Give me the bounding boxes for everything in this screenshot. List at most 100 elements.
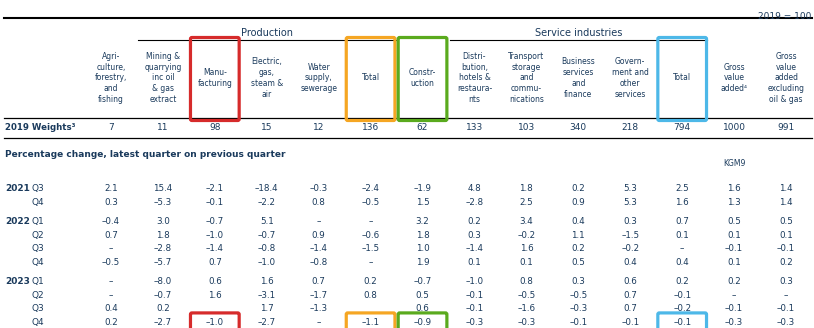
Text: –: – — [317, 217, 321, 226]
Text: 1.0: 1.0 — [416, 244, 430, 253]
Text: –0.1: –0.1 — [777, 244, 795, 253]
Text: 1.6: 1.6 — [519, 244, 533, 253]
Text: 0.3: 0.3 — [624, 217, 637, 226]
Text: 0.1: 0.1 — [467, 258, 481, 267]
Text: 0.2: 0.2 — [104, 318, 118, 327]
Text: –3.1: –3.1 — [258, 291, 276, 300]
Text: Distri-
bution,
hotels &
restaura-
nts: Distri- bution, hotels & restaura- nts — [457, 52, 492, 104]
Text: –0.7: –0.7 — [206, 217, 224, 226]
Text: 62: 62 — [417, 124, 428, 133]
Text: –8.0: –8.0 — [154, 277, 172, 286]
Text: Service industries: Service industries — [535, 28, 622, 38]
Text: –1.0: –1.0 — [258, 258, 276, 267]
Text: –2.1: –2.1 — [206, 184, 224, 193]
Text: Total: Total — [673, 73, 691, 83]
Text: –: – — [109, 244, 113, 253]
Text: –2.2: –2.2 — [258, 198, 276, 207]
Text: 2023: 2023 — [5, 277, 30, 286]
Text: 2019 = 100: 2019 = 100 — [758, 12, 811, 21]
Text: Business
services
and
finance: Business services and finance — [562, 57, 595, 99]
Text: 0.1: 0.1 — [727, 258, 741, 267]
Text: 0.5: 0.5 — [416, 291, 430, 300]
Text: 0.7: 0.7 — [624, 291, 637, 300]
Text: Gross
value
added
excluding
oil & gas: Gross value added excluding oil & gas — [768, 52, 804, 104]
Text: –0.3: –0.3 — [466, 318, 484, 327]
Text: Q4: Q4 — [32, 198, 45, 207]
Text: –0.1: –0.1 — [466, 304, 484, 313]
Text: –: – — [109, 277, 113, 286]
Text: 2.1: 2.1 — [104, 184, 118, 193]
Text: Agri-
culture,
forestry,
and
fishing: Agri- culture, forestry, and fishing — [94, 52, 127, 104]
Text: Manu-
facturing: Manu- facturing — [197, 68, 232, 88]
Text: –1.6: –1.6 — [518, 304, 536, 313]
Text: 1.5: 1.5 — [416, 198, 430, 207]
Text: –0.1: –0.1 — [673, 291, 691, 300]
Text: –2.8: –2.8 — [154, 244, 172, 253]
Text: 1.9: 1.9 — [416, 258, 429, 267]
Text: 0.1: 0.1 — [779, 231, 793, 240]
Text: 0.7: 0.7 — [104, 231, 118, 240]
Text: –: – — [109, 291, 113, 300]
Text: KGM9: KGM9 — [723, 159, 746, 168]
Text: –0.7: –0.7 — [154, 291, 172, 300]
Text: 794: 794 — [674, 124, 691, 133]
Text: 0.2: 0.2 — [676, 277, 689, 286]
Text: Transport
storage
and
commu-
nications: Transport storage and commu- nications — [508, 52, 545, 104]
Text: 2.5: 2.5 — [676, 184, 689, 193]
Text: Govern-
ment and
other
services: Govern- ment and other services — [612, 57, 649, 99]
Text: 0.2: 0.2 — [727, 277, 741, 286]
Text: 0.2: 0.2 — [467, 217, 481, 226]
Text: 0.2: 0.2 — [364, 277, 378, 286]
Text: 0.7: 0.7 — [312, 277, 326, 286]
Text: 133: 133 — [466, 124, 483, 133]
Text: –0.1: –0.1 — [569, 318, 588, 327]
Text: –0.1: –0.1 — [777, 304, 795, 313]
Text: 0.2: 0.2 — [779, 258, 793, 267]
Text: –0.4: –0.4 — [102, 217, 120, 226]
Text: 3.2: 3.2 — [416, 217, 430, 226]
Text: 0.4: 0.4 — [624, 258, 637, 267]
Text: Q3: Q3 — [32, 304, 45, 313]
Text: 1.8: 1.8 — [519, 184, 533, 193]
Text: 2022: 2022 — [5, 217, 30, 226]
Text: –0.7: –0.7 — [257, 231, 276, 240]
Text: 98: 98 — [209, 124, 221, 133]
Text: 1.4: 1.4 — [779, 198, 793, 207]
Text: 1.8: 1.8 — [416, 231, 430, 240]
Text: 0.2: 0.2 — [156, 304, 170, 313]
Text: –0.9: –0.9 — [414, 318, 431, 327]
Text: –0.3: –0.3 — [777, 318, 795, 327]
Text: –1.5: –1.5 — [621, 231, 639, 240]
Text: 5.3: 5.3 — [624, 184, 637, 193]
Text: 7: 7 — [108, 124, 114, 133]
Text: 1.4: 1.4 — [779, 184, 793, 193]
Text: –: – — [784, 291, 788, 300]
Text: –1.0: –1.0 — [206, 231, 224, 240]
Text: 15.4: 15.4 — [153, 184, 173, 193]
Text: –18.4: –18.4 — [255, 184, 278, 193]
Text: 136: 136 — [362, 124, 379, 133]
Text: –5.7: –5.7 — [154, 258, 172, 267]
Text: 1.7: 1.7 — [260, 304, 274, 313]
Text: 4.8: 4.8 — [467, 184, 481, 193]
Text: –0.1: –0.1 — [725, 304, 743, 313]
Text: 0.3: 0.3 — [467, 231, 481, 240]
Text: 0.4: 0.4 — [676, 258, 689, 267]
Text: –1.0: –1.0 — [466, 277, 484, 286]
Text: –0.2: –0.2 — [518, 231, 536, 240]
Text: 0.7: 0.7 — [676, 217, 689, 226]
Text: 0.9: 0.9 — [312, 231, 326, 240]
Text: Total: Total — [361, 73, 379, 83]
Text: –1.0: –1.0 — [206, 318, 224, 327]
Text: Q3: Q3 — [32, 244, 45, 253]
Text: –0.1: –0.1 — [725, 244, 743, 253]
Text: Q4: Q4 — [32, 318, 45, 327]
Text: 0.6: 0.6 — [208, 277, 221, 286]
Text: 991: 991 — [777, 124, 794, 133]
Text: 3.0: 3.0 — [156, 217, 170, 226]
Text: 1000: 1000 — [723, 124, 746, 133]
Text: –0.1: –0.1 — [206, 198, 224, 207]
Text: Q2: Q2 — [32, 231, 45, 240]
Text: 0.8: 0.8 — [364, 291, 378, 300]
Text: –1.3: –1.3 — [309, 304, 328, 313]
